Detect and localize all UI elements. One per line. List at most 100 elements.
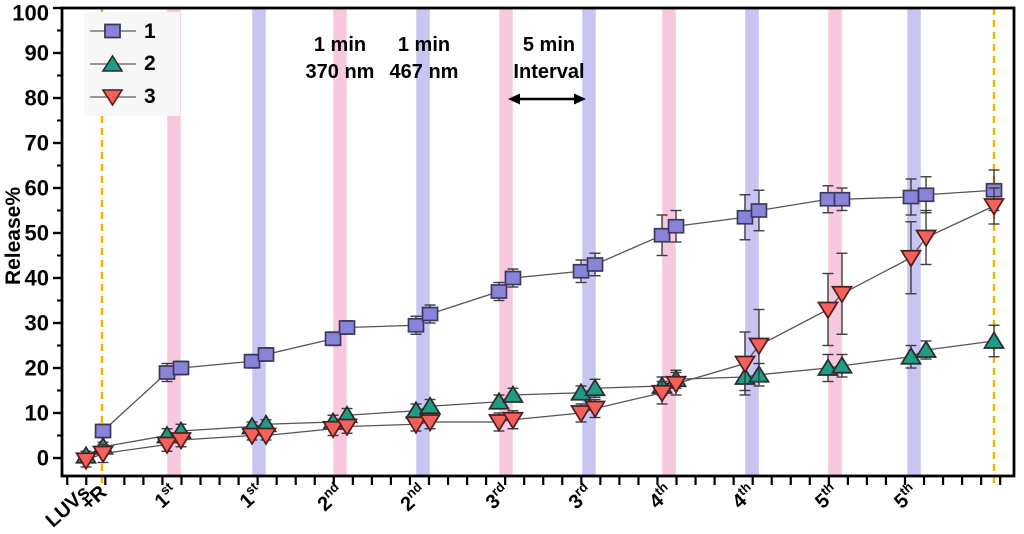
series-1-point bbox=[572, 263, 590, 279]
series-1-point bbox=[421, 306, 439, 322]
y-tick-label: 70 bbox=[25, 131, 49, 156]
x-axis-ticks bbox=[66, 476, 1002, 485]
series-3-point bbox=[830, 285, 853, 304]
series-1-point bbox=[504, 270, 522, 286]
series-3-point bbox=[155, 436, 179, 455]
series-1-point bbox=[833, 191, 851, 207]
series-1-point bbox=[902, 189, 920, 205]
series-2-point bbox=[899, 346, 923, 365]
series-2-point bbox=[501, 384, 524, 403]
series-1-point bbox=[917, 187, 935, 203]
series-1-point bbox=[490, 284, 508, 299]
series-1-point bbox=[338, 320, 356, 335]
square-marker-icon bbox=[90, 23, 136, 39]
interval-arrow bbox=[507, 90, 587, 113]
x-tick-label: 4th bbox=[726, 479, 760, 513]
series-3-point bbox=[419, 414, 442, 433]
highlight-band bbox=[745, 8, 759, 476]
series-1-point bbox=[158, 365, 176, 380]
series-2-point bbox=[915, 339, 938, 358]
y-tick-label: 0 bbox=[37, 446, 49, 471]
series-3-point bbox=[322, 420, 345, 439]
series-3-point bbox=[584, 400, 607, 419]
y-tick-label: 30 bbox=[25, 311, 49, 336]
series-2-point bbox=[830, 355, 853, 374]
series-1-line bbox=[102, 189, 995, 432]
series-3-point bbox=[982, 198, 1006, 217]
x-tick-label: 2nd bbox=[395, 479, 432, 516]
legend-label-2: 2 bbox=[144, 52, 156, 76]
series-1-point bbox=[586, 257, 604, 272]
series-3-point bbox=[92, 445, 115, 464]
series-3-point bbox=[915, 229, 938, 248]
series-3-point bbox=[501, 411, 524, 430]
highlight-band bbox=[416, 8, 430, 476]
y-axis-title: Release% bbox=[2, 186, 25, 286]
highlight-band bbox=[252, 8, 266, 476]
annotation-467nm: 1 min 467 nm bbox=[389, 34, 459, 83]
series-3-point bbox=[336, 418, 359, 437]
series-3-point bbox=[404, 416, 427, 435]
series-3-point bbox=[665, 375, 688, 394]
legend-entry-1: 1 bbox=[89, 16, 180, 46]
highlight-band bbox=[167, 8, 181, 476]
series-1-point bbox=[750, 203, 768, 218]
series-1-point bbox=[243, 353, 261, 369]
series-3-point bbox=[747, 337, 770, 356]
x-tick-label: 5th bbox=[888, 479, 922, 513]
series-1-point bbox=[324, 331, 342, 347]
highlight-band bbox=[907, 8, 921, 476]
legend-label-3: 3 bbox=[144, 85, 156, 109]
y-tick-label: 100 bbox=[12, 1, 49, 26]
series-3-point bbox=[487, 414, 510, 433]
highlight-band bbox=[828, 8, 842, 476]
legend-label-1: 1 bbox=[144, 19, 156, 43]
series-3-point bbox=[899, 249, 923, 268]
triangle-up-marker-icon bbox=[90, 54, 136, 72]
series-1-point bbox=[667, 218, 685, 234]
series-3-point bbox=[816, 301, 839, 320]
x-tick-label: 3rd bbox=[563, 479, 598, 514]
highlight-band bbox=[333, 8, 347, 476]
y-tick-label: 90 bbox=[25, 41, 49, 66]
y-tick-label: 20 bbox=[25, 356, 49, 381]
x-tick-label: 1st bbox=[149, 479, 183, 513]
series-3-point bbox=[651, 384, 674, 403]
series-2-point bbox=[419, 396, 442, 415]
y-tick-label: 80 bbox=[25, 86, 49, 111]
series-3-point bbox=[169, 432, 193, 451]
y-tick-label: 50 bbox=[25, 221, 49, 246]
series-3-point bbox=[733, 355, 756, 374]
series-2-point bbox=[982, 330, 1006, 349]
series-3 bbox=[74, 187, 1006, 471]
series-2 bbox=[74, 324, 1006, 464]
series-2-point bbox=[584, 378, 607, 397]
series-3-line bbox=[85, 205, 995, 461]
series-1-point bbox=[257, 347, 275, 362]
triangle-down-marker-icon bbox=[90, 88, 136, 107]
series-1 bbox=[94, 169, 1003, 439]
highlight-band bbox=[582, 8, 596, 476]
legend-entry-3: 3 bbox=[89, 82, 180, 112]
x-tick-label: 4th bbox=[643, 479, 677, 513]
series-3-point bbox=[74, 452, 98, 471]
series-1-point bbox=[736, 209, 754, 225]
series-1-point bbox=[172, 360, 190, 376]
series-3-point bbox=[241, 427, 264, 446]
y-tick-label: 40 bbox=[25, 266, 49, 291]
annotation-interval: 5 min Interval bbox=[513, 34, 585, 83]
x-tick-label: 3rd bbox=[480, 479, 515, 514]
series-1-point bbox=[94, 423, 112, 439]
series-1-point bbox=[653, 227, 671, 243]
legend: 1 2 3 bbox=[84, 12, 180, 116]
series-2-line bbox=[85, 340, 995, 457]
y-tick-label: 10 bbox=[25, 401, 49, 426]
series-3-point bbox=[570, 405, 593, 424]
highlight-band bbox=[499, 8, 513, 476]
x-tick-label: 5th bbox=[809, 479, 843, 513]
x-tick-label: 2nd bbox=[312, 479, 349, 516]
series-3-point bbox=[254, 427, 278, 446]
